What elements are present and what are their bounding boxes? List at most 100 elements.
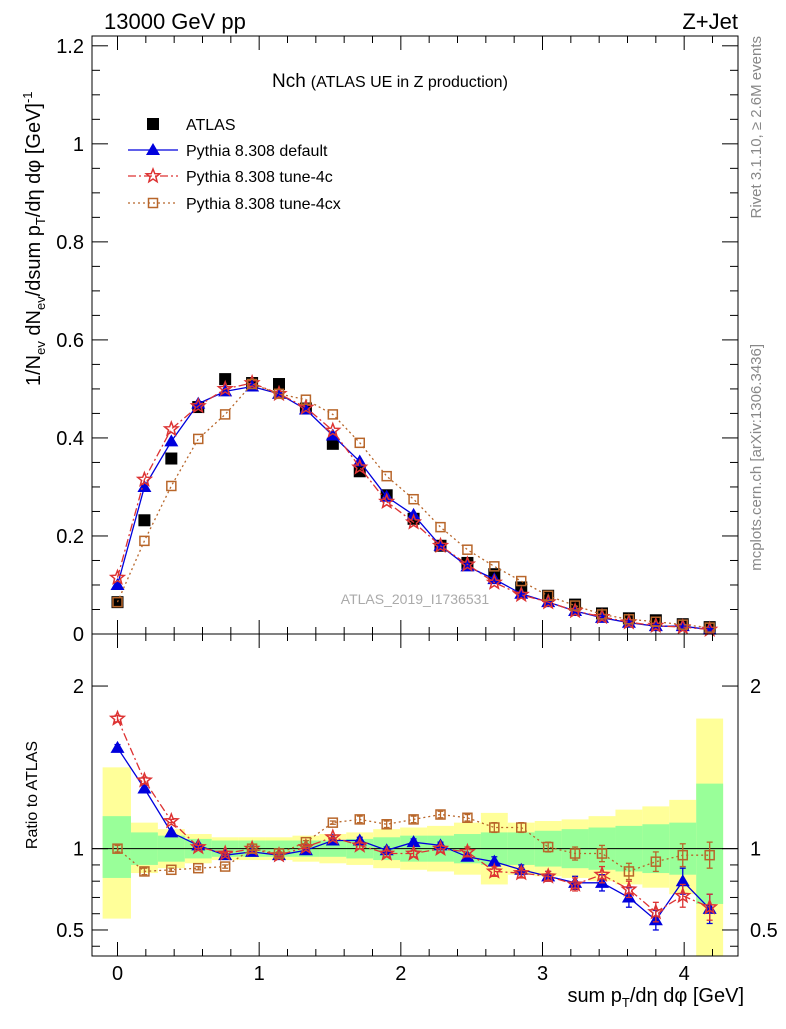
- ratio-point-pythia-8-308-tune-4cx: [246, 843, 258, 854]
- data-point-pythia-8-308-tune-4cx: 3.23, 0.058: [569, 600, 581, 611]
- data-point-pythia-8-308-default: 0.38, 0.393: [164, 434, 179, 447]
- data-point-pythia-8-308-tune-4cx: 0.95, 0.51: [246, 378, 258, 390]
- y-tick-label: 0.2: [56, 526, 84, 548]
- ratio-point-pythia-8-308-tune-4cx: [300, 836, 312, 848]
- ratio-point-pythia-8-308-tune-4c: [539, 867, 557, 884]
- plot-title-sub: (ATLAS UE in Z production): [311, 74, 508, 91]
- ratio-point-pythia-8-308-tune-4cx: [516, 822, 527, 833]
- ratio-panel: 0.5 0.5 1 1 2 2 0 1 2 3 4: [56, 633, 778, 985]
- ratio-point-pythia-8-308-tune-4cx: [623, 866, 635, 877]
- data-point-pythia-8-308-tune-4c: 0.76, 0.5: [216, 379, 234, 397]
- data-point-pythia-8-308-tune-4cx: 3.04, 0.078: [542, 590, 554, 602]
- x-tick-label: 2: [395, 963, 406, 985]
- y-tick-label: 0: [73, 624, 84, 646]
- ratio-point-pythia-8-308-tune-4c: [512, 864, 530, 881]
- legend-label: Pythia 8.308 tune-4cx: [186, 196, 341, 213]
- ratio-point-pythia-8-308-tune-4cx: [542, 841, 554, 853]
- ratio-point-pythia-8-308-tune-4c: [458, 842, 477, 860]
- y-tick-label: 0.4: [56, 428, 84, 450]
- header-right: Z+Jet: [682, 9, 738, 34]
- ratio-point-pythia-8-308-tune-4cx: [273, 848, 285, 859]
- data-point-pythia-8-308-default: 0, 0.1: [110, 577, 125, 590]
- data-point-pythia-8-308-tune-4cx: 0.76, 0.448: [219, 409, 231, 420]
- data-point-pythia-8-308-tune-4c: 0.57, 0.465: [189, 397, 207, 414]
- ratio-xlabel: sum pT/dη dφ [GeV]: [567, 985, 744, 1010]
- legend-item-pythia-8-308-tune-4c: Pythia 8.308 tune-4c: [128, 166, 333, 186]
- ratio-point-pythia-8-308-tune-4cx: [354, 814, 365, 825]
- legend-marker: [147, 118, 159, 130]
- data-point-pythia-8-308-default: 2.66, 0.112: [487, 572, 502, 585]
- ratio-point-pythia-8-308-tune-4c: [566, 875, 584, 892]
- data-point-pythia-8-308-tune-4c: 1.9, 0.27: [378, 492, 396, 509]
- legend-label: ATLAS: [186, 117, 236, 134]
- data-point-atlas: 0.38, 0.358: [165, 452, 178, 465]
- data-point-pythia-8-308-tune-4c: 1.52, 0.415: [324, 421, 342, 438]
- y-tick-label: 1: [73, 134, 84, 156]
- header-left: 13000 GeV pp: [104, 9, 246, 34]
- data-point-pythia-8-308-tune-4cx: 1.9, 0.322: [381, 470, 392, 482]
- x-tick-label: 0: [112, 963, 123, 985]
- data-point-pythia-8-308-tune-4c: 0.19, 0.315: [135, 470, 154, 488]
- ratio-point-pythia-8-308-tune-4c: [700, 898, 719, 915]
- y-tick-label: 0.6: [56, 330, 84, 352]
- ratio-point-pythia-8-308-default: [164, 825, 179, 838]
- legend: ATLAS Pythia 8.308 default Pythia 8.308 tu…: [128, 117, 341, 213]
- ratio-point-pythia-8-308-tune-4cx: [489, 822, 500, 833]
- ratio-point-pythia-8-308-default: [137, 781, 152, 794]
- ratio-point-pythia-8-308-tune-4c: [135, 771, 154, 788]
- y-tick-label: 1.2: [56, 36, 84, 58]
- legend-marker: [144, 166, 162, 184]
- ratio-y-tick-label-right: 0.5: [750, 920, 778, 942]
- ratio-point-pythia-8-308-tune-4c: [108, 709, 127, 726]
- x-tick-label: 1: [254, 963, 265, 985]
- ratio-point-pythia-8-308-default: [110, 740, 125, 753]
- ratio-point-pythia-8-308-tune-4cx: [327, 817, 339, 828]
- data-point-pythia-8-308-tune-4cx: 2.28, 0.218: [435, 521, 446, 533]
- data-point-atlas: 1.52, 0.388: [326, 437, 339, 450]
- data-point-atlas: 1.14, 0.51: [273, 378, 285, 391]
- rivet-label: Rivet 3.1.10, ≥ 2.6M events: [748, 36, 765, 219]
- data-point-atlas: 0.76, 0.52: [219, 373, 232, 386]
- ratio-series-pythia-8-308-tune-4cx: [112, 809, 715, 881]
- legend-marker: [146, 143, 160, 155]
- data-point-pythia-8-308-tune-4cx: 3.8, 0.025: [650, 616, 662, 627]
- ratio-point-pythia-8-308-default: [379, 843, 394, 856]
- ratio-point-pythia-8-308-tune-4cx: [704, 849, 715, 861]
- ratio-point-pythia-8-308-tune-4cx: [677, 849, 688, 861]
- ratio-point-pythia-8-308-tune-4cx: [166, 864, 177, 876]
- ratio-point-pythia-8-308-tune-4c: [324, 828, 342, 845]
- data-point-atlas: 0.19, 0.232: [138, 514, 151, 527]
- data-point-pythia-8-308-tune-4cx: 3.42, 0.04: [596, 609, 608, 620]
- ratio-point-pythia-8-308-tune-4c: [431, 839, 450, 856]
- ratio-point-pythia-8-308-tune-4c: [162, 811, 181, 829]
- ratio-series-pythia-8-308-tune-4c: [108, 709, 719, 923]
- ratio-frame: [91, 633, 739, 957]
- ratio-point-pythia-8-308-tune-4c: [351, 836, 369, 853]
- data-point-pythia-8-308-tune-4cx: 1.14, 0.49: [273, 388, 285, 400]
- ratio-point-pythia-8-308-default: [406, 835, 421, 848]
- ratio-point-pythia-8-308-tune-4c: [593, 865, 611, 882]
- legend-item-pythia-8-308-default: Pythia 8.308 default: [128, 143, 328, 160]
- ratio-point-pythia-8-308-tune-4cx: [381, 819, 392, 830]
- data-point-atlas: 0, 0.065: [111, 596, 124, 609]
- ratio-point-pythia-8-308-default: [433, 838, 448, 851]
- ratio-y-tick-label: 0.5: [56, 920, 84, 942]
- ratio-point-pythia-8-308-tune-4cx: [219, 861, 231, 872]
- data-point-pythia-8-308-tune-4c: 2.09, 0.228: [404, 513, 423, 530]
- ratio-line-pythia-8-308-tune-4c: [116, 718, 710, 913]
- ratio-point-pythia-8-308-tune-4c: [189, 837, 207, 855]
- band-inner: [102, 816, 131, 878]
- ratio-point-pythia-8-308-tune-4cx: [112, 843, 123, 854]
- ratio-point-pythia-8-308-tune-4cx: [435, 809, 446, 820]
- x-tick-label: 4: [679, 963, 690, 985]
- data-point-pythia-8-308-tune-4cx: 4.18, 0.013: [704, 622, 715, 633]
- data-point-pythia-8-308-tune-4c: 0, 0.115: [108, 568, 127, 585]
- data-point-pythia-8-308-tune-4cx: 3.61, 0.03: [623, 614, 635, 625]
- data-point-pythia-8-308-tune-4cx: 0.38, 0.302: [166, 480, 177, 492]
- ratio-y-tick-label-right: 2: [750, 676, 761, 698]
- ratio-point-pythia-8-308-tune-4c: [620, 880, 638, 897]
- data-point-pythia-8-308-tune-4c: 1.71, 0.34: [351, 458, 369, 475]
- series-pythia-8-308-tune-4cx: 0, 0.065 0.19, 0.19 0.38, 0.302 0.57, 0.398…: [112, 378, 715, 633]
